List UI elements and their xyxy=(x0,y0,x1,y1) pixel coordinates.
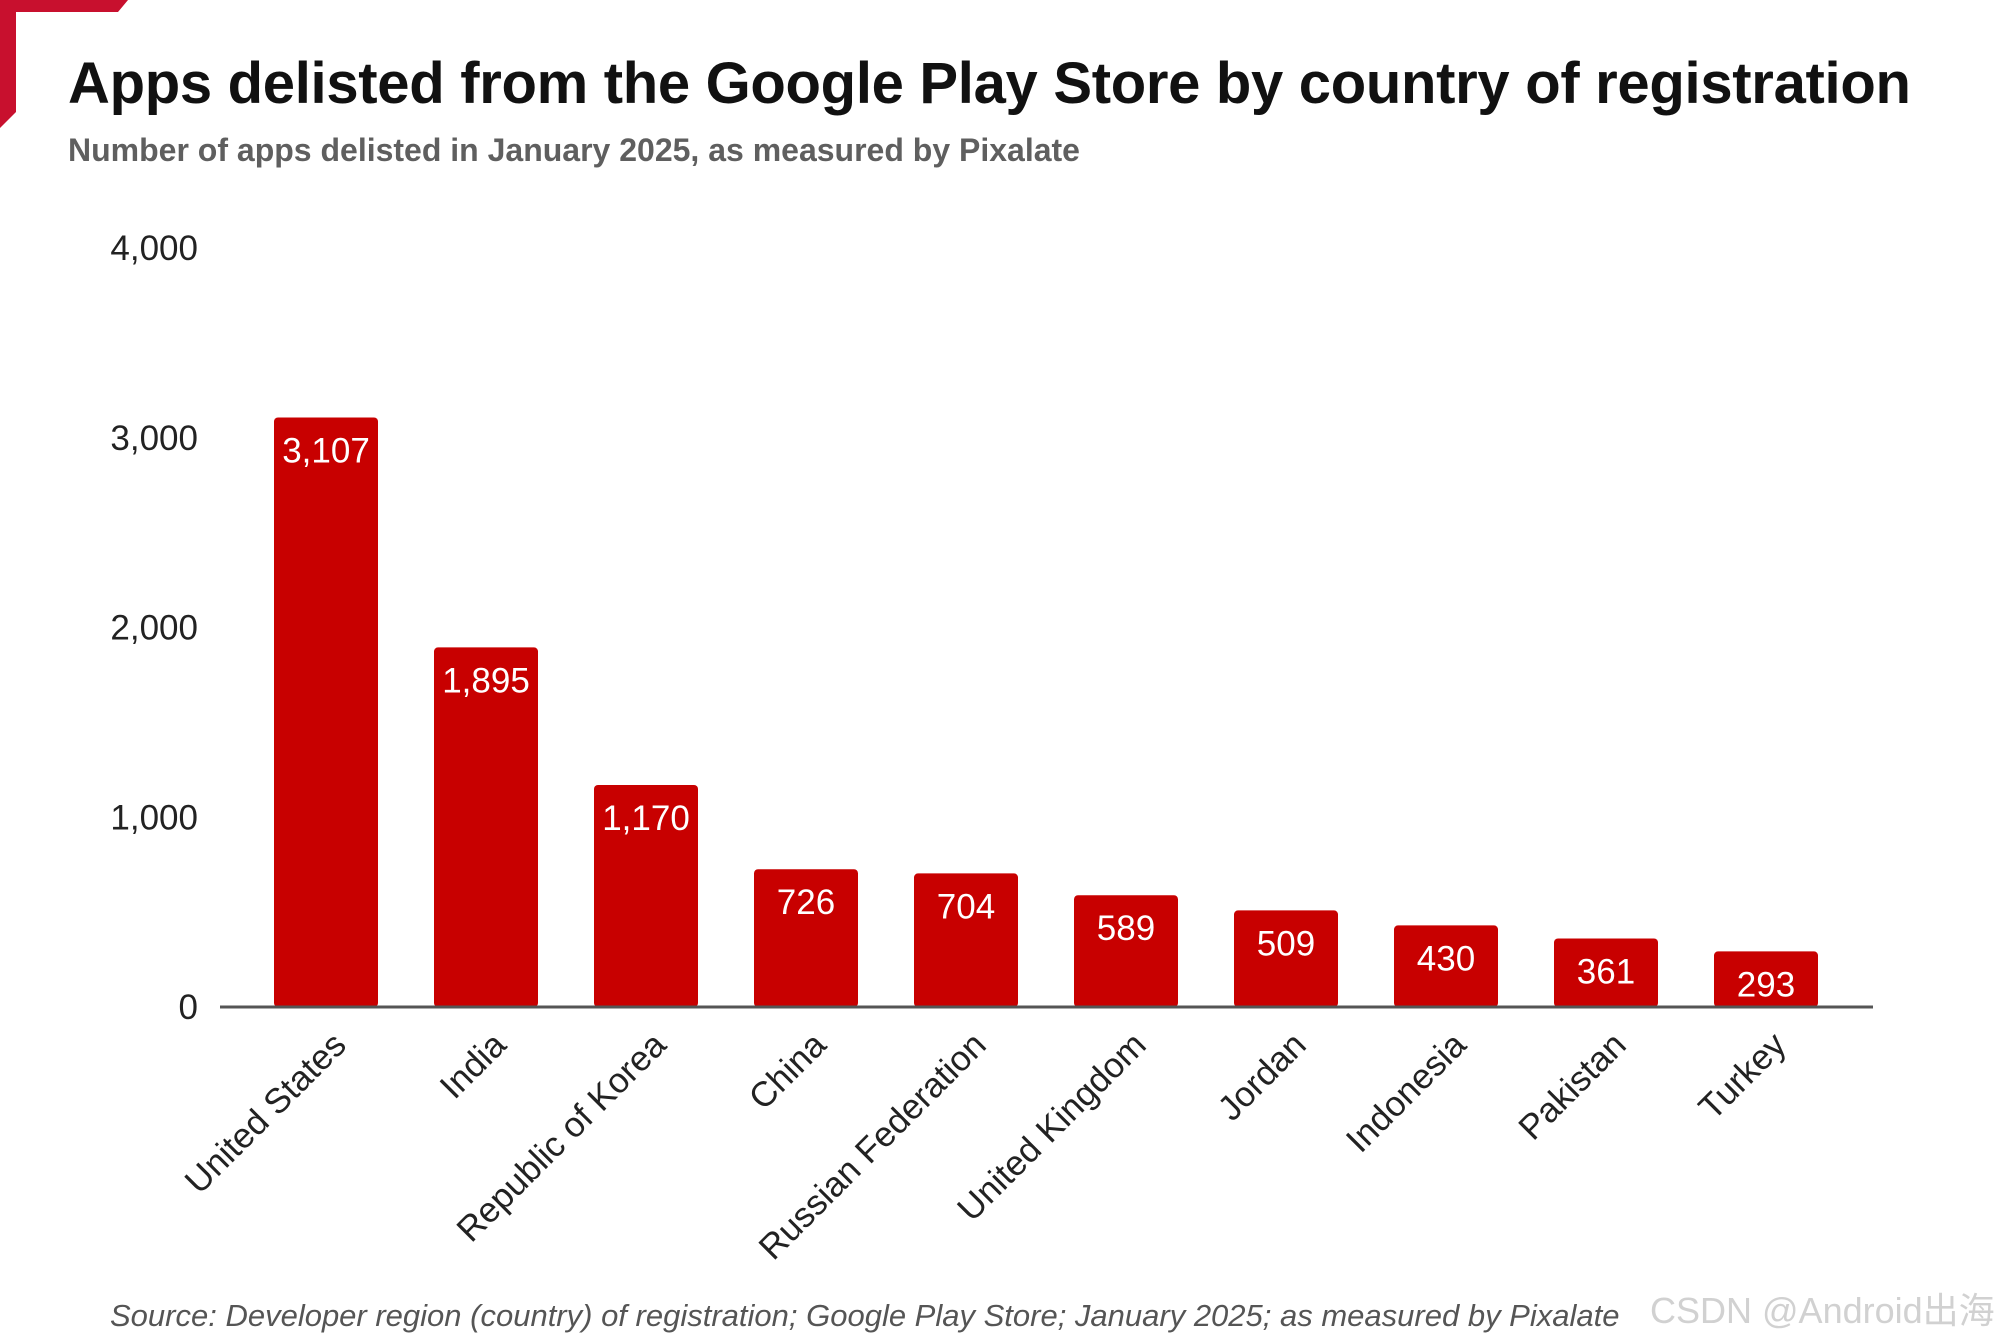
x-tick-label: China xyxy=(741,1025,834,1118)
y-tick-label: 0 xyxy=(179,988,198,1027)
watermark: CSDN @Android出海 xyxy=(1650,1290,1995,1331)
x-tick-label: Jordan xyxy=(1210,1025,1313,1128)
y-tick-label: 2,000 xyxy=(110,609,198,648)
bar xyxy=(754,869,858,1007)
source-note: Source: Developer region (country) of re… xyxy=(110,1298,1620,1333)
bar-value-label: 293 xyxy=(1737,965,1795,1004)
x-tick-label: India xyxy=(432,1025,514,1107)
bar-value-label: 3,107 xyxy=(282,431,370,470)
y-tick-label: 4,000 xyxy=(110,229,198,268)
chart-title: Apps delisted from the Google Play Store… xyxy=(68,51,1911,116)
corner-accent-mark xyxy=(0,0,128,128)
bar-value-label: 1,895 xyxy=(442,661,530,700)
bar-value-label: 726 xyxy=(777,883,835,922)
bar xyxy=(274,417,378,1007)
bar-value-labels: 3,107 1,895 1,170 726 704 589 509 430 361 293 xyxy=(282,431,1795,1004)
bar xyxy=(1394,925,1498,1007)
bar xyxy=(1554,938,1658,1007)
bar xyxy=(1074,895,1178,1007)
bar xyxy=(434,647,538,1007)
bar-value-label: 509 xyxy=(1257,924,1315,963)
x-tick-label: United States xyxy=(177,1025,353,1201)
y-tick-label: 3,000 xyxy=(110,419,198,458)
bar xyxy=(1234,910,1338,1007)
x-tick-label: Turkey xyxy=(1691,1025,1794,1128)
bar-value-label: 589 xyxy=(1097,909,1155,948)
bar-value-label: 430 xyxy=(1417,939,1475,978)
y-tick-label: 1,000 xyxy=(110,798,198,837)
bar-value-label: 361 xyxy=(1577,953,1635,992)
x-tick-label: Pakistan xyxy=(1511,1025,1634,1148)
bar xyxy=(594,784,698,1007)
bar-value-label: 704 xyxy=(937,887,995,926)
bars-group xyxy=(274,417,1818,1007)
corner-accent-shape xyxy=(0,0,128,128)
y-axis-ticks: 0 1,000 2,000 3,000 4,000 xyxy=(110,229,198,1027)
bar xyxy=(914,873,1018,1007)
bar-value-label: 1,170 xyxy=(602,799,690,838)
chart-subtitle: Number of apps delisted in January 2025,… xyxy=(68,132,1080,168)
x-tick-label: Indonesia xyxy=(1339,1025,1474,1160)
bar xyxy=(1714,951,1818,1007)
